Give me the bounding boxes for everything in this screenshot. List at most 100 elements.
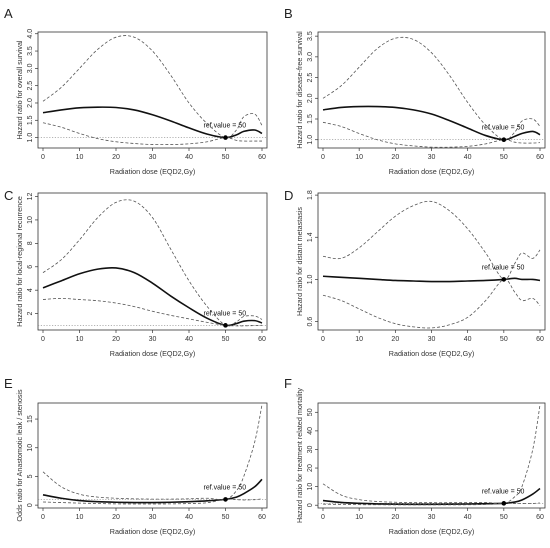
ci-curve-f xyxy=(322,502,541,506)
x-tick-label-e: 0 xyxy=(41,514,45,521)
y-tick-label-f: 10 xyxy=(307,483,314,491)
panel-d: D 0 10 20 30 40 50 60 0.6 1.0 1.4 1.8 Radiation dose… xyxy=(284,188,546,358)
ci-curve-a xyxy=(42,122,262,146)
y-axis-label-f: Hazard ratio for treatment related morta… xyxy=(295,388,304,523)
y-tick-label-e: 15 xyxy=(27,415,34,423)
x-axis-label-f: Radiation dose (EQD2,Gy) xyxy=(389,527,475,536)
estimate-curve-f xyxy=(322,487,541,506)
y-tick-label-c: 10 xyxy=(27,216,34,224)
y-tick-label-c: 8 xyxy=(27,241,34,245)
y-tick-label-b: 1.0 xyxy=(307,135,314,145)
x-tick-label-e: 50 xyxy=(222,514,230,521)
ci-curve-a xyxy=(42,35,263,139)
x-tick-label-c: 30 xyxy=(149,336,157,343)
x-axis-label-e: Radiation dose (EQD2,Gy) xyxy=(110,527,196,536)
ref-point-e xyxy=(223,497,228,502)
x-tick-label-c: 10 xyxy=(76,336,84,343)
x-tick-label-f: 0 xyxy=(321,514,325,521)
x-tick-label-a: 50 xyxy=(222,154,230,161)
ref-annotation-e: ref.value = 50 xyxy=(204,484,247,491)
x-tick-label-f: 40 xyxy=(464,514,472,521)
x-tick-label-e: 20 xyxy=(112,514,120,521)
x-tick-label-f: 20 xyxy=(391,514,399,521)
panel-b: B 0 10 20 30 40 50 60 1.0 1.5 2.0 2.5 3.0 3.5 Radiatio… xyxy=(284,6,546,176)
x-tick-label-e: 40 xyxy=(185,514,193,521)
x-axis-label-b: Radiation dose (EQD2,Gy) xyxy=(389,167,475,176)
x-tick-label-a: 10 xyxy=(76,154,84,161)
panel-f: F 0 10 20 30 40 50 60 0 10 20 30 40 50 Radiation dose … xyxy=(284,376,546,536)
x-axis-label-a: Radiation dose (EQD2,Gy) xyxy=(110,167,196,176)
x-tick-label-f: 10 xyxy=(355,514,363,521)
y-tick-label-e: 5 xyxy=(27,474,34,478)
ci-curve-b xyxy=(322,36,541,141)
y-axis-label-d: Hazard ratio for distant metastasis xyxy=(295,207,304,316)
y-axis-label-a: Hazard ratio for overall survival xyxy=(15,40,24,139)
x-tick-label-f: 30 xyxy=(428,514,436,521)
y-tick-label-c: 2 xyxy=(27,312,34,316)
x-tick-label-d: 20 xyxy=(391,336,399,343)
x-tick-label-b: 20 xyxy=(391,154,399,161)
y-tick-label-f: 40 xyxy=(307,427,314,435)
y-tick-label-a: 2.0 xyxy=(27,98,34,108)
estimate-curve-d xyxy=(322,275,541,283)
x-tick-label-c: 50 xyxy=(222,336,230,343)
y-tick-label-f: 0 xyxy=(307,503,314,507)
y-axis-label-e: Odds ratio for Anastomotic leak / stenos… xyxy=(15,389,24,522)
x-tick-label-e: 30 xyxy=(149,514,157,521)
x-tick-label-a: 0 xyxy=(41,154,45,161)
ref-annotation-b: ref.value = 50 xyxy=(482,125,525,132)
estimate-curve-e xyxy=(42,478,263,504)
ci-curve-e xyxy=(42,498,263,505)
panel-label-d: D xyxy=(284,188,293,203)
x-tick-label-d: 60 xyxy=(536,336,544,343)
ref-point-a xyxy=(223,135,228,140)
panel-c: C 0 10 20 30 40 50 60 2 4 6 8 10 12 Radiation dose (EQ… xyxy=(4,188,268,358)
x-tick-label-b: 10 xyxy=(355,154,363,161)
x-tick-label-d: 50 xyxy=(500,336,508,343)
y-tick-label-c: 4 xyxy=(27,288,34,292)
y-tick-label-b: 1.5 xyxy=(307,114,314,124)
y-tick-label-a: 2.5 xyxy=(27,81,34,91)
panel-label-e: E xyxy=(4,376,13,391)
y-tick-label-f: 20 xyxy=(307,464,314,472)
y-tick-label-a: 1.0 xyxy=(27,133,34,143)
x-axis-label-d: Radiation dose (EQD2,Gy) xyxy=(389,349,475,358)
x-tick-label-c: 0 xyxy=(41,336,45,343)
x-tick-label-c: 20 xyxy=(112,336,120,343)
x-tick-label-c: 60 xyxy=(258,336,266,343)
x-tick-label-b: 0 xyxy=(321,154,325,161)
y-tick-label-f: 30 xyxy=(307,445,314,453)
x-tick-label-b: 30 xyxy=(428,154,436,161)
y-tick-label-c: 12 xyxy=(27,193,34,201)
y-tick-label-f: 50 xyxy=(307,408,314,416)
ref-annotation-d: ref.value = 50 xyxy=(482,264,525,271)
plot-frame-d xyxy=(317,192,546,331)
y-tick-label-a: 4.0 xyxy=(27,29,34,39)
x-tick-label-b: 60 xyxy=(536,154,544,161)
ref-annotation-c: ref.value = 50 xyxy=(204,310,247,317)
y-tick-label-d: 1.0 xyxy=(307,274,314,284)
y-tick-label-d: 0.6 xyxy=(307,317,314,327)
x-axis-label-c: Radiation dose (EQD2,Gy) xyxy=(110,349,196,358)
ref-point-f xyxy=(501,501,507,506)
y-tick-label-b: 3.0 xyxy=(307,52,314,62)
y-tick-label-a: 3.5 xyxy=(27,46,34,56)
ci-curve-c xyxy=(42,297,263,327)
ref-annotation-f: ref.value = 50 xyxy=(482,488,525,495)
ci-curve-b xyxy=(322,121,541,148)
panel-label-f: F xyxy=(284,376,292,391)
x-tick-label-f: 60 xyxy=(536,514,544,521)
estimate-curve-b xyxy=(322,105,541,141)
x-tick-label-b: 40 xyxy=(464,154,472,161)
x-tick-label-c: 40 xyxy=(185,336,193,343)
ref-point-b xyxy=(501,137,507,143)
y-tick-label-e: 10 xyxy=(27,444,34,452)
estimate-curve-a xyxy=(42,106,263,139)
panel-label-b: B xyxy=(284,6,293,21)
y-tick-label-b: 3.5 xyxy=(307,31,314,41)
x-tick-label-a: 40 xyxy=(185,154,193,161)
ci-curve-d xyxy=(322,279,541,329)
y-axis-label-b: Hazard ratio for disease-free survival xyxy=(295,31,304,149)
y-tick-label-b: 2.5 xyxy=(307,73,314,83)
ci-curve-d xyxy=(322,200,541,280)
